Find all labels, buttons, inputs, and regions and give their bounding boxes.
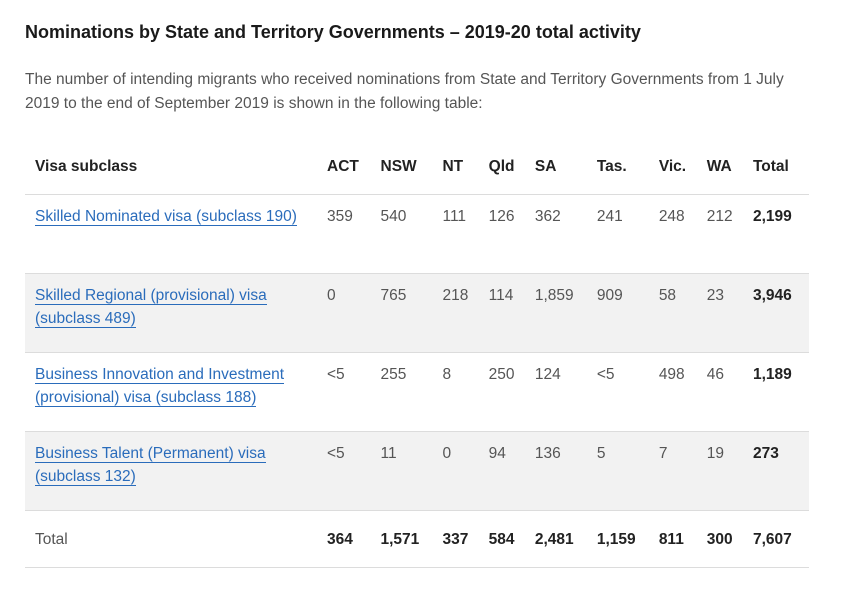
visa-link-489[interactable]: Skilled Regional (provisional) visa (sub… <box>35 287 267 328</box>
act-cell: <5 <box>321 352 375 432</box>
vic-cell: 248 <box>652 194 701 274</box>
row-total-cell: 1,189 <box>746 352 809 432</box>
nsw-cell: 540 <box>374 194 437 274</box>
qld-cell: 114 <box>482 273 529 353</box>
table-header-row: Visa subclass ACT NSW NT Qld SA Tas. Vic… <box>25 140 809 195</box>
intro-paragraph: The number of intending migrants who rec… <box>25 71 784 112</box>
act-cell: <5 <box>321 431 375 511</box>
col-header-qld: Qld <box>482 140 529 195</box>
visa-link-190[interactable]: Skilled Nominated visa (subclass 190) <box>35 208 297 226</box>
col-header-nt: NT <box>436 140 483 195</box>
nsw-total-cell: 1,571 <box>374 510 437 568</box>
table-row: Skilled Nominated visa (subclass 190) 35… <box>25 194 809 274</box>
sa-cell: 362 <box>528 194 591 274</box>
nt-cell: 0 <box>436 431 483 511</box>
nt-total-cell: 337 <box>436 510 483 568</box>
col-header-nsw: NSW <box>374 140 437 195</box>
table-row: Business Innovation and Investment (prov… <box>25 352 809 432</box>
col-header-sa: SA <box>528 140 591 195</box>
visa-cell: Business Talent (Permanent) visa (subcla… <box>25 431 321 511</box>
sa-total-cell: 2,481 <box>528 510 591 568</box>
row-total-cell: 3,946 <box>746 273 809 353</box>
wa-cell: 23 <box>700 273 747 353</box>
grand-total-cell: 7,607 <box>746 510 809 568</box>
col-header-wa: WA <box>700 140 747 195</box>
nt-cell: 218 <box>436 273 483 353</box>
sa-cell: 1,859 <box>528 273 591 353</box>
sa-cell: 124 <box>528 352 591 432</box>
page-heading: Nominations by State and Territory Gover… <box>25 22 641 42</box>
row-total-cell: 2,199 <box>746 194 809 274</box>
tas-total-cell: 1,159 <box>590 510 653 568</box>
row-total-cell: 273 <box>746 431 809 511</box>
wa-total-cell: 300 <box>700 510 747 568</box>
vic-cell: 58 <box>652 273 701 353</box>
sa-cell: 136 <box>528 431 591 511</box>
qld-cell: 250 <box>482 352 529 432</box>
vic-cell: 7 <box>652 431 701 511</box>
visa-link-188[interactable]: Business Innovation and Investment (prov… <box>35 366 285 407</box>
col-header-tas: Tas. <box>590 140 653 195</box>
qld-cell: 94 <box>482 431 529 511</box>
table-total-row: Total 364 1,571 337 584 2,481 1,159 811 … <box>25 510 809 568</box>
nsw-cell: 255 <box>374 352 437 432</box>
wa-cell: 212 <box>700 194 747 274</box>
wa-cell: 46 <box>700 352 747 432</box>
act-total-cell: 364 <box>321 510 375 568</box>
col-header-vic: Vic. <box>652 140 701 195</box>
total-label-cell: Total <box>25 510 321 568</box>
vic-cell: 498 <box>652 352 701 432</box>
nsw-cell: 765 <box>374 273 437 353</box>
act-cell: 359 <box>321 194 375 274</box>
nsw-cell: 11 <box>374 431 437 511</box>
nt-cell: 8 <box>436 352 483 432</box>
act-cell: 0 <box>321 273 375 353</box>
tas-cell: 5 <box>590 431 653 511</box>
qld-total-cell: 584 <box>482 510 529 568</box>
table-row: Business Talent (Permanent) visa (subcla… <box>25 431 809 511</box>
tas-cell: 909 <box>590 273 653 353</box>
wa-cell: 19 <box>700 431 747 511</box>
col-header-act: ACT <box>321 140 375 195</box>
visa-cell: Business Innovation and Investment (prov… <box>25 352 321 432</box>
nominations-table: Visa subclass ACT NSW NT Qld SA Tas. Vic… <box>25 140 809 568</box>
nt-cell: 111 <box>436 194 483 274</box>
visa-cell: Skilled Nominated visa (subclass 190) <box>25 194 321 274</box>
qld-cell: 126 <box>482 194 529 274</box>
vic-total-cell: 811 <box>652 510 701 568</box>
col-header-visa-subclass: Visa subclass <box>25 140 321 195</box>
table-row: Skilled Regional (provisional) visa (sub… <box>25 273 809 353</box>
visa-link-132[interactable]: Business Talent (Permanent) visa (subcla… <box>35 445 266 486</box>
visa-cell: Skilled Regional (provisional) visa (sub… <box>25 273 321 353</box>
tas-cell: 241 <box>590 194 653 274</box>
tas-cell: <5 <box>590 352 653 432</box>
col-header-total: Total <box>746 140 809 195</box>
